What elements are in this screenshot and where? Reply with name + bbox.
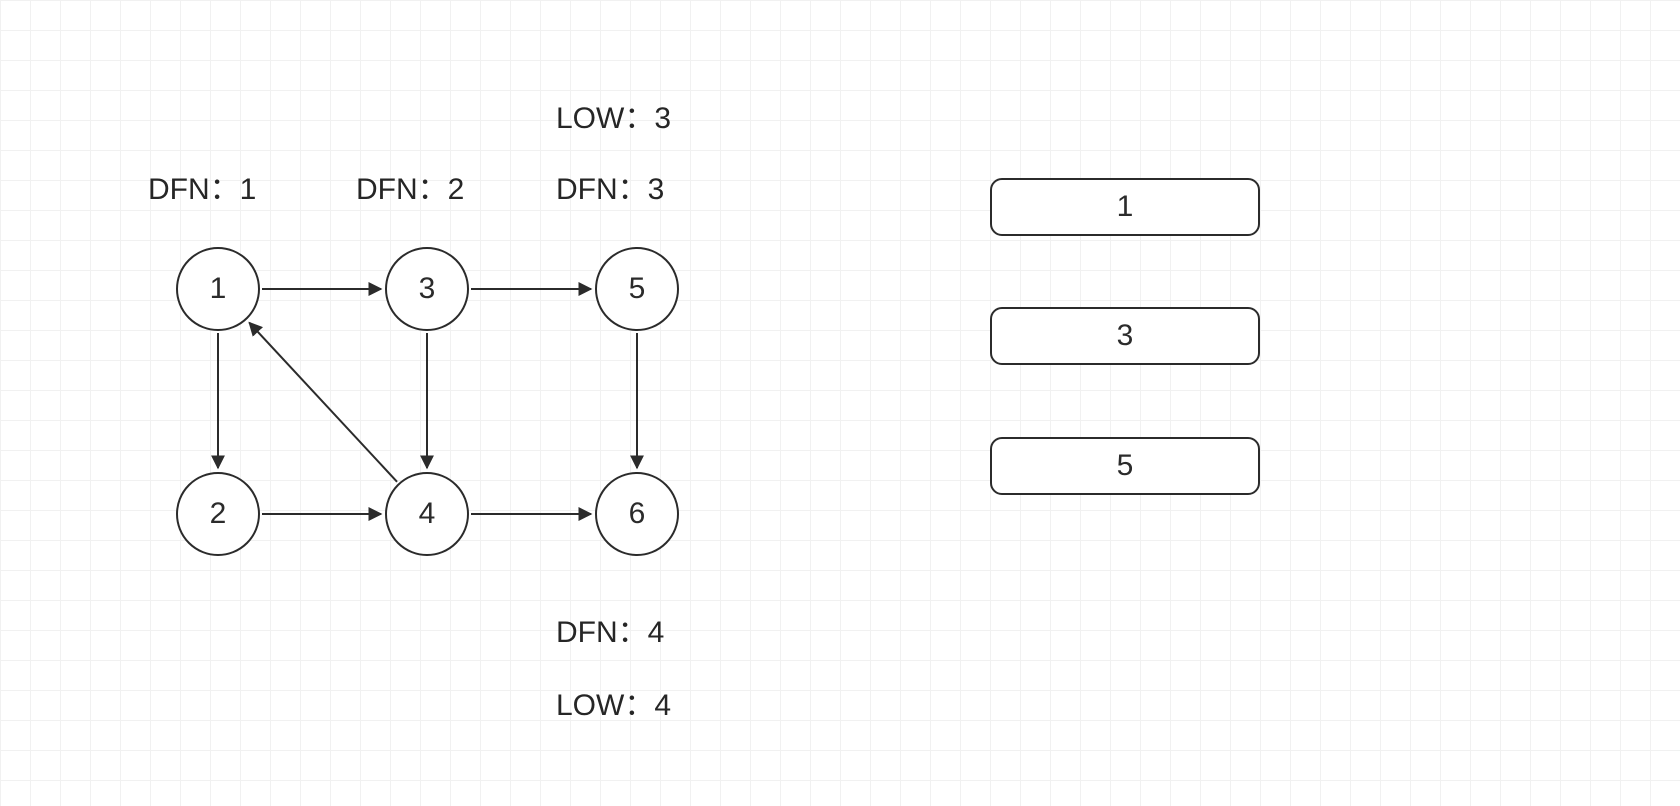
graph-node-6: 6 [595,472,679,556]
graph-node-label: 6 [629,497,646,531]
stack-box-label: 1 [1117,190,1134,224]
graph-node-5: 5 [595,247,679,331]
stack-box-3: 3 [990,307,1260,365]
graph-node-1: 1 [176,247,260,331]
graph-node-label: 1 [210,272,227,306]
label-low-3: LOW：3 [556,93,671,137]
label-dfn-3: DFN：3 [556,164,664,208]
stack-box-1: 1 [990,178,1260,236]
label-low-4: LOW：4 [556,680,671,724]
stack-box-label: 3 [1117,319,1134,353]
stack-box-5: 5 [990,437,1260,495]
stack-box-label: 5 [1117,449,1134,483]
graph-node-label: 3 [419,272,436,306]
label-dfn-4: DFN：4 [556,607,664,651]
edges-layer [0,0,1680,806]
graph-node-4: 4 [385,472,469,556]
edge-n4-n1 [249,323,397,482]
label-dfn-1: DFN：1 [148,164,256,208]
diagram-canvas: 1 3 5 2 4 6 LOW：3 DFN：1 DFN：2 DFN：3 DFN：… [0,0,1680,806]
graph-node-label: 4 [419,497,436,531]
graph-node-3: 3 [385,247,469,331]
graph-node-label: 2 [210,497,227,531]
graph-node-2: 2 [176,472,260,556]
graph-node-label: 5 [629,272,646,306]
label-dfn-2: DFN：2 [356,164,464,208]
